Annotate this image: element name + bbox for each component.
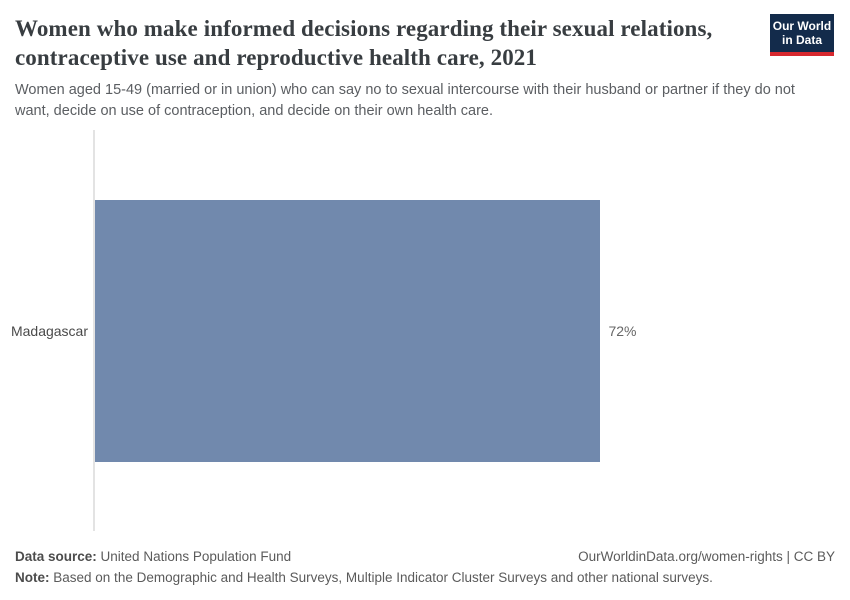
data-source-value: United Nations Population Fund xyxy=(100,549,292,564)
chart-subtitle: Women aged 15-49 (married or in union) w… xyxy=(15,82,795,119)
y-axis-line xyxy=(93,130,95,531)
entity-label-madagascar: Madagascar xyxy=(10,323,88,339)
chart-footer: Data source: United Nations Population F… xyxy=(15,546,835,588)
note-row: Note: Based on the Demographic and Healt… xyxy=(15,567,835,588)
owid-logo-line2: in Data xyxy=(781,33,822,47)
page-title: Women who make informed decisions regard… xyxy=(15,16,713,70)
note-label: Note: xyxy=(15,570,50,585)
owid-logo-box: Our World in Data xyxy=(770,14,834,52)
note-value: Based on the Demographic and Health Surv… xyxy=(53,570,713,585)
data-source-label: Data source: xyxy=(15,549,97,564)
value-label: 72% xyxy=(608,323,637,339)
source-row: Data source: United Nations Population F… xyxy=(15,546,835,567)
data-source-text: Data source: United Nations Population F… xyxy=(15,546,291,567)
license-link[interactable]: OurWorldinData.org/women-rights | CC BY xyxy=(578,549,835,564)
bar-madagascar xyxy=(95,200,601,462)
owid-logo-red-bar xyxy=(770,52,834,56)
chart-plot-area: Madagascar 72% xyxy=(0,130,850,531)
bar-row: 72% xyxy=(95,200,797,462)
owid-logo: Our World in Data xyxy=(770,14,834,56)
owid-logo-line1: Our World xyxy=(772,19,832,33)
